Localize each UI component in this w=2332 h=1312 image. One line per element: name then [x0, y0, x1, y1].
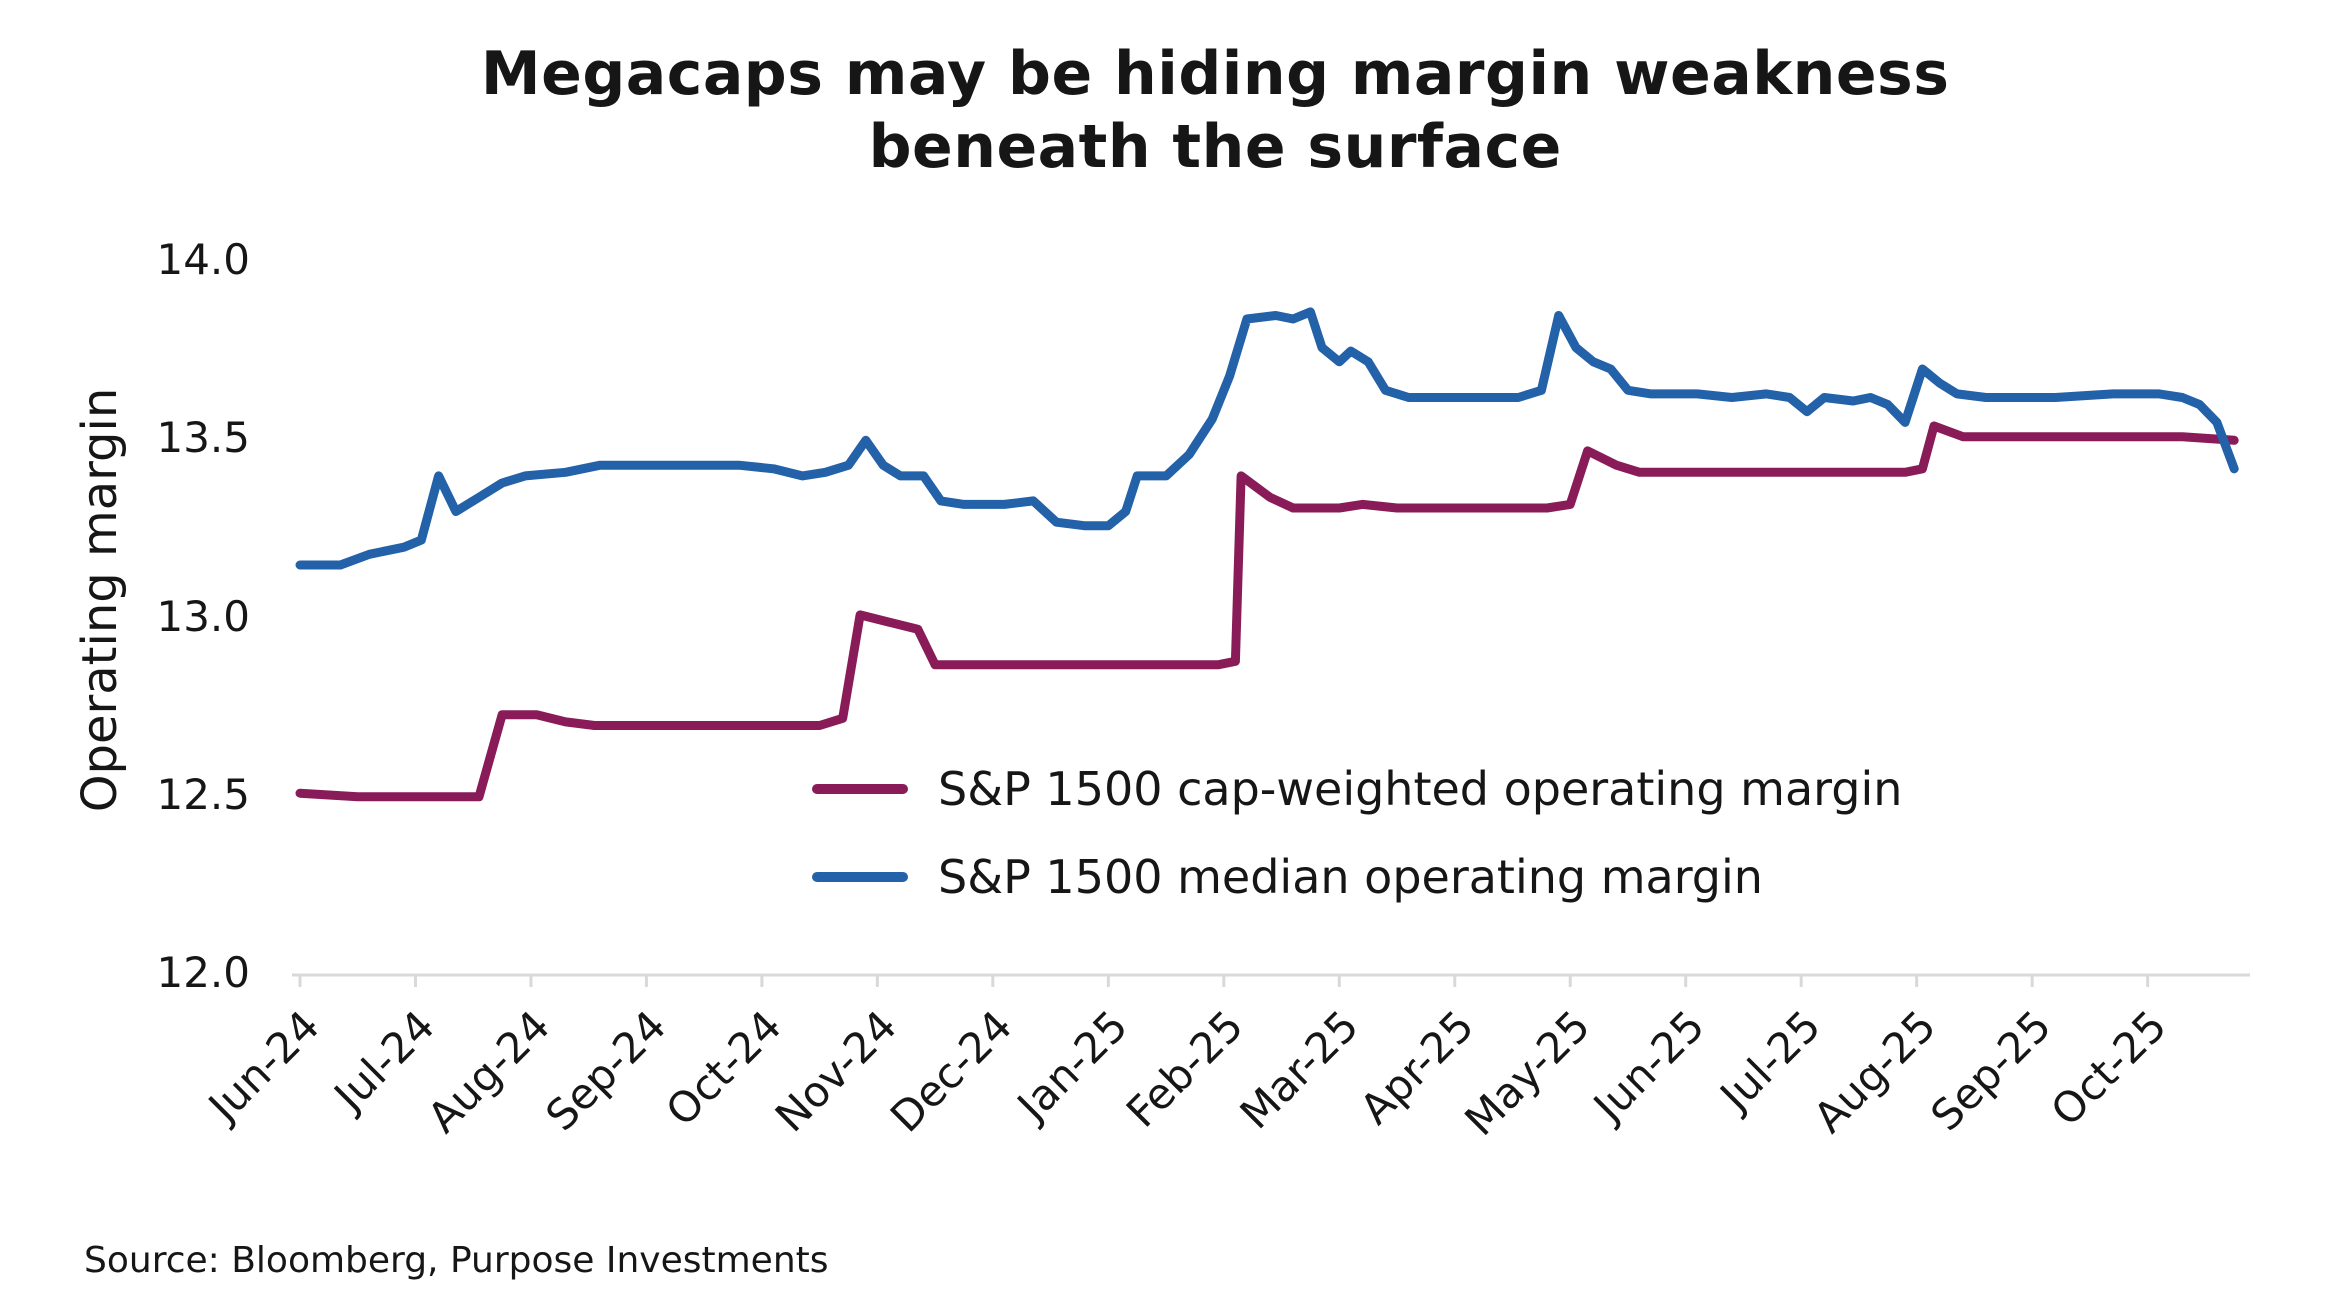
series-line-1: [295, 307, 2239, 570]
y-tick-label: 13.0: [156, 591, 250, 641]
y-tick-label: 12.0: [156, 948, 250, 997]
chart-title: Megacaps may be hiding margin weakness b…: [480, 39, 1950, 183]
y-tick-label: 12.5: [156, 769, 250, 819]
source-attribution: Source: Bloomberg, Purpose Investments: [84, 1240, 829, 1281]
legend-label-median: S&P 1500 median operating margin: [938, 850, 1763, 904]
y-tick-label: 14.0: [156, 235, 250, 284]
legend-label-cap-weighted: S&P 1500 cap-weighted operating margin: [938, 762, 1903, 816]
cap-weighted-line-swatch-icon: [812, 784, 908, 794]
legend-item-cap-weighted: S&P 1500 cap-weighted operating margin: [812, 762, 1902, 816]
legend: S&P 1500 cap-weighted operating margin S…: [812, 762, 1902, 904]
series-line-0: [295, 421, 2239, 802]
median-line-swatch-icon: [812, 872, 908, 882]
legend-item-median: S&P 1500 median operating margin: [812, 850, 1902, 904]
y-tick-label: 13.5: [156, 413, 250, 463]
